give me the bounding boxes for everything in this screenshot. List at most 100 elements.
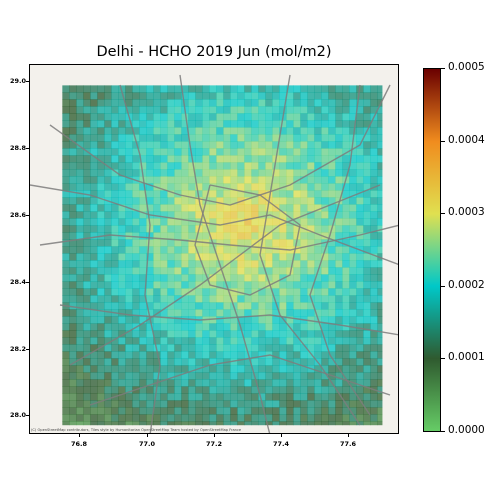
heatmap-cell — [146, 134, 154, 142]
heatmap-cell — [146, 183, 154, 191]
heatmap-cell — [272, 99, 280, 107]
colorbar-tick-label: 0.0002 — [448, 279, 485, 291]
heatmap-cell — [153, 141, 161, 149]
heatmap-cell — [356, 120, 364, 128]
heatmap-cell — [223, 302, 231, 310]
heatmap-cell — [258, 351, 266, 359]
heatmap-cell — [69, 92, 77, 100]
heatmap-cell — [104, 323, 112, 331]
heatmap-cell — [97, 295, 105, 303]
heatmap-cell — [321, 295, 329, 303]
heatmap-cell — [153, 372, 161, 380]
heatmap-cell — [363, 400, 371, 408]
heatmap-cell — [237, 400, 245, 408]
heatmap-cell — [251, 260, 259, 268]
heatmap-cell — [251, 323, 259, 331]
heatmap-cell — [279, 358, 287, 366]
heatmap-cell — [216, 351, 224, 359]
heatmap-cell — [118, 393, 126, 401]
heatmap-cell — [328, 281, 336, 289]
heatmap-cell — [139, 316, 147, 324]
heatmap-cell — [188, 85, 196, 93]
x-tick-mark — [79, 434, 80, 437]
heatmap-cell — [153, 288, 161, 296]
heatmap-cell — [111, 183, 119, 191]
heatmap-cell — [258, 372, 266, 380]
heatmap-cell — [90, 85, 98, 93]
heatmap-cell — [167, 141, 175, 149]
heatmap-cell — [167, 106, 175, 114]
heatmap-cell — [363, 190, 371, 198]
heatmap-cell — [160, 288, 168, 296]
heatmap-cell — [139, 323, 147, 331]
heatmap-cell — [258, 246, 266, 254]
heatmap-cell — [97, 260, 105, 268]
heatmap-cell — [90, 414, 98, 422]
heatmap-cell — [76, 316, 84, 324]
heatmap-cell — [83, 323, 91, 331]
heatmap-cell — [90, 274, 98, 282]
heatmap-cell — [244, 190, 252, 198]
heatmap-cell — [321, 148, 329, 156]
heatmap-cell — [160, 407, 168, 415]
heatmap-cell — [146, 148, 154, 156]
heatmap-cell — [97, 162, 105, 170]
heatmap-cell — [342, 92, 350, 100]
heatmap-cell — [125, 239, 133, 247]
heatmap-cell — [118, 323, 126, 331]
heatmap-cell — [349, 246, 357, 254]
heatmap-cell — [202, 379, 210, 387]
heatmap-cell — [118, 176, 126, 184]
heatmap-cell — [174, 246, 182, 254]
heatmap-cell — [314, 120, 322, 128]
heatmap-cell — [286, 372, 294, 380]
heatmap-cell — [244, 169, 252, 177]
heatmap-cell — [293, 421, 301, 426]
heatmap-cell — [188, 379, 196, 387]
heatmap-cell — [265, 134, 273, 142]
heatmap-cell — [139, 134, 147, 142]
heatmap-cell — [153, 197, 161, 205]
heatmap-cell — [363, 267, 371, 275]
heatmap-cell — [209, 162, 217, 170]
heatmap-cell — [125, 190, 133, 198]
heatmap-cell — [167, 274, 175, 282]
heatmap-cell — [69, 134, 77, 142]
heatmap-cell — [321, 85, 329, 93]
heatmap-cell — [181, 309, 189, 317]
heatmap-cell — [272, 400, 280, 408]
heatmap-cell — [111, 295, 119, 303]
heatmap-cell — [83, 379, 91, 387]
heatmap-cell — [97, 330, 105, 338]
heatmap-cell — [251, 134, 259, 142]
heatmap-cell — [300, 99, 308, 107]
heatmap-cell — [195, 176, 203, 184]
heatmap-cell — [377, 316, 383, 324]
heatmap-cell — [356, 421, 364, 426]
heatmap-cell — [104, 218, 112, 226]
heatmap-cell — [356, 337, 364, 345]
heatmap-cell — [202, 274, 210, 282]
heatmap-cell — [265, 155, 273, 163]
heatmap-cell — [314, 372, 322, 380]
heatmap-cell — [230, 330, 238, 338]
heatmap-cell — [363, 148, 371, 156]
heatmap-cell — [356, 211, 364, 219]
heatmap-cell — [314, 239, 322, 247]
heatmap-cell — [356, 358, 364, 366]
heatmap-cell — [342, 421, 350, 426]
heatmap-cell — [356, 162, 364, 170]
heatmap-cell — [69, 183, 77, 191]
heatmap-cell — [328, 190, 336, 198]
heatmap-cell — [272, 211, 280, 219]
heatmap-cell — [328, 274, 336, 282]
heatmap-cell — [97, 148, 105, 156]
heatmap-cell — [167, 113, 175, 121]
heatmap-cell — [307, 253, 315, 261]
heatmap-cell — [321, 106, 329, 114]
heatmap-cell — [167, 330, 175, 338]
heatmap-cell — [349, 183, 357, 191]
heatmap-cell — [230, 148, 238, 156]
heatmap-cell — [272, 127, 280, 135]
heatmap-cell — [293, 134, 301, 142]
